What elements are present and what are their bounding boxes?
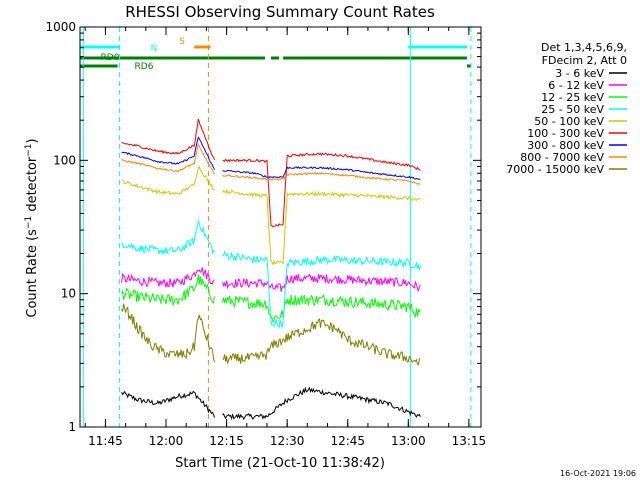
annotation-rd6: RD6 <box>135 62 154 72</box>
y-axis-label: Count Rate (s−1 detector−1) <box>24 138 40 317</box>
legend-entry-label: 6 - 12 keV <box>548 79 604 92</box>
footer-timestamp: 16-Oct-2021 19:06 <box>560 469 636 478</box>
x-tick-label: 11:45 <box>88 434 123 448</box>
legend-entry-label: 7000 - 15000 keV <box>506 163 604 176</box>
series-line <box>222 166 421 180</box>
x-tick-label: 12:30 <box>270 434 305 448</box>
flag-bars <box>80 45 471 68</box>
annotations: RD0 RD6 N S <box>101 37 186 72</box>
series-line <box>222 318 421 366</box>
legend-header: Det 1,3,4,5,6,9, <box>541 41 627 54</box>
y-tick-label: 1 <box>68 420 76 434</box>
legend-entry-label: 3 - 6 keV <box>555 67 604 80</box>
annotation-rd0: RD0 <box>101 53 120 63</box>
x-axis-label: Start Time (21-Oct-10 11:38:42) <box>175 456 385 471</box>
series-line <box>121 136 215 170</box>
series-line <box>121 165 215 196</box>
plot-frame <box>79 26 482 428</box>
x-tick-label: 12:15 <box>209 434 244 448</box>
series-line <box>222 152 421 228</box>
series-line <box>222 171 421 186</box>
series-line <box>121 274 215 307</box>
annotation-s: S <box>179 37 185 47</box>
series-line <box>222 188 421 266</box>
y-tick-label: 1000 <box>45 20 76 34</box>
legend-entry-label: 25 - 50 keV <box>541 103 604 116</box>
x-tick-label: 12:45 <box>330 434 365 448</box>
legend-entry-label: 800 - 7000 keV <box>520 151 604 164</box>
legend-entry-label: 12 - 25 keV <box>541 91 604 104</box>
chart-title: RHESSI Observing Summary Count Rates <box>125 3 435 21</box>
legend-entry-label: 50 - 100 keV <box>534 115 604 128</box>
annotation-n: N <box>151 44 158 54</box>
series-line <box>222 386 421 421</box>
series-line <box>222 294 421 323</box>
series-layer <box>121 118 421 421</box>
y-axis: 1 10 100 1000 <box>45 20 481 434</box>
series-line <box>121 267 215 288</box>
vertical-markers <box>82 27 472 427</box>
series-line <box>222 273 421 293</box>
series-line <box>121 219 215 255</box>
legend-entry-label: 300 - 800 keV <box>527 139 604 152</box>
y-tick-label: 100 <box>53 153 76 167</box>
x-tick-label: 13:15 <box>452 434 487 448</box>
x-axis: 11:45 12:00 12:15 12:30 12:45 13:00 13:15 <box>84 27 487 448</box>
series-line <box>121 303 215 363</box>
series-line <box>121 390 215 418</box>
y-tick-label: 10 <box>61 287 76 301</box>
x-tick-label: 12:00 <box>149 434 184 448</box>
legend-entry-label: 100 - 300 keV <box>527 127 604 140</box>
x-tick-label: 13:00 <box>391 434 426 448</box>
series-line <box>222 250 421 330</box>
legend-header: FDecim 2, Att 0 <box>542 54 627 67</box>
series-line <box>121 143 215 175</box>
legend: Det 1,3,4,5,6,9,FDecim 2, Att 03 - 6 keV… <box>506 41 627 176</box>
series-line <box>121 118 215 160</box>
